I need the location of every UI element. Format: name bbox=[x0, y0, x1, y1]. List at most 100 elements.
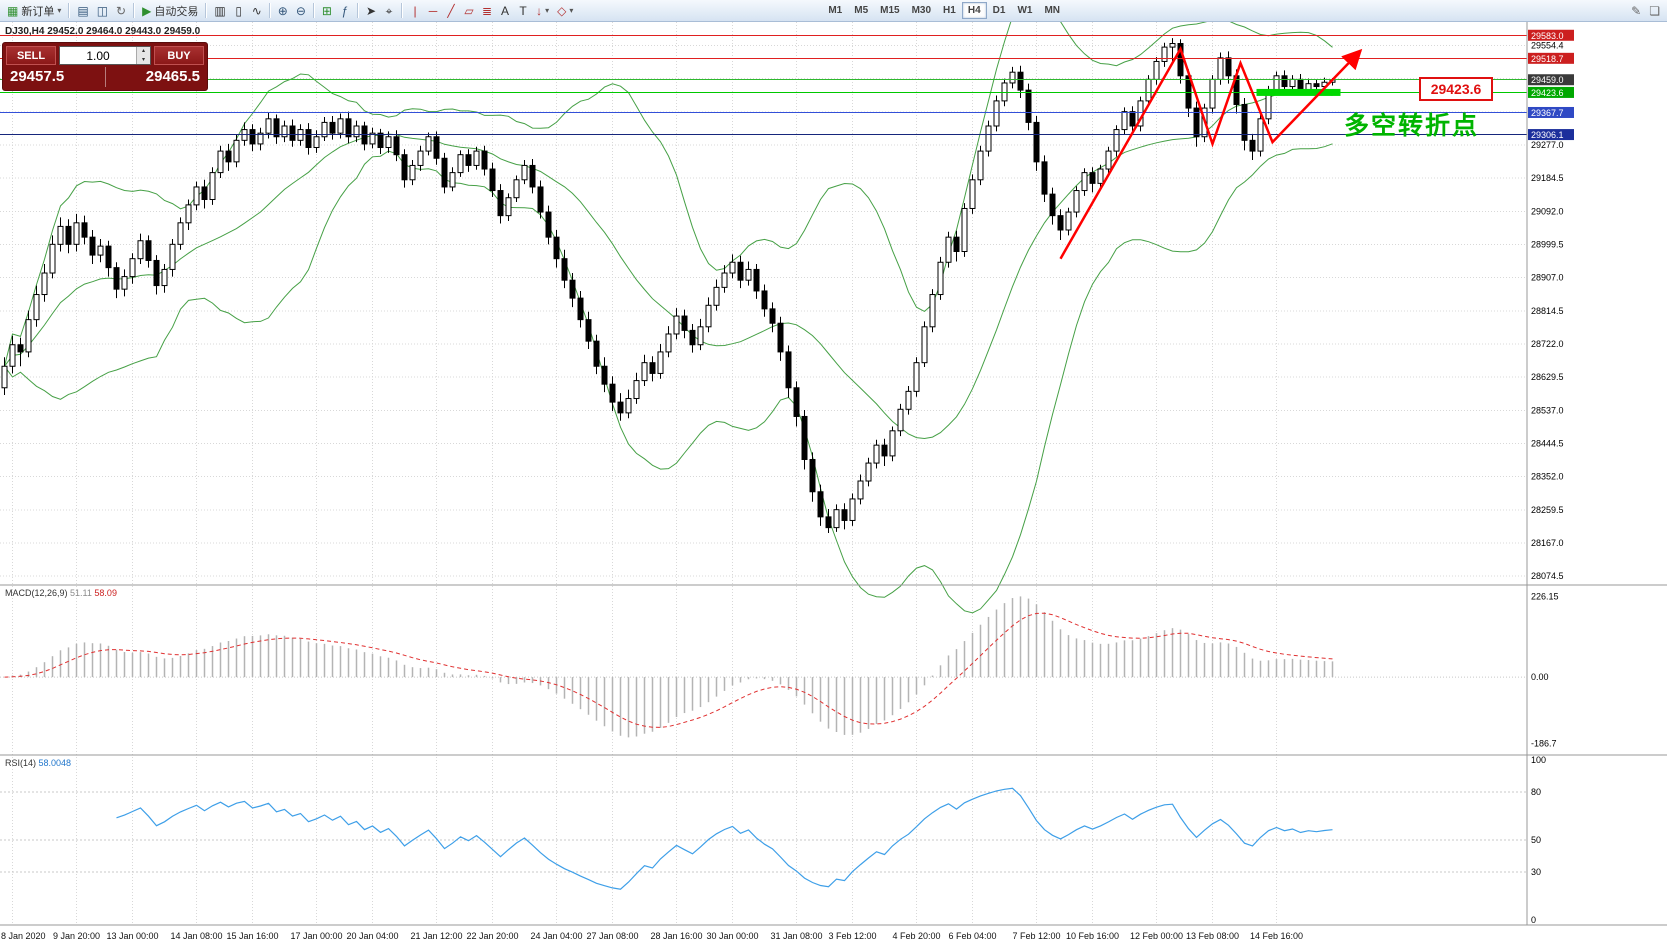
chart-symbol-title: DJ30,H4 29452.0 29464.0 29443.0 29459.0 bbox=[5, 26, 201, 37]
price-tag bbox=[1528, 129, 1574, 141]
timeframe-m15-button[interactable]: M15 bbox=[874, 2, 905, 19]
toolbar-separator bbox=[268, 3, 271, 18]
svg-text:226.15: 226.15 bbox=[1531, 592, 1559, 602]
price-chart[interactable]: 29554.4 29277.0 29184.5 29092.0 28999.5 28907… bbox=[0, 22, 1667, 947]
ask-price[interactable]: 29465. 5 bbox=[104, 67, 205, 87]
timeframe-w1-button[interactable]: W1 bbox=[1011, 2, 1038, 19]
data-window-button[interactable]: ◫ bbox=[93, 2, 112, 20]
timeframe-mn-button[interactable]: MN bbox=[1038, 2, 1066, 19]
price-axis[interactable]: 29554.4 29277.0 29184.5 29092.0 28999.5 28907… bbox=[1531, 41, 1564, 925]
rsi-indicator-label: RSI(14) 58.0048 bbox=[5, 758, 71, 768]
buy-button[interactable]: BUY bbox=[154, 46, 204, 65]
chat-button[interactable]: ❏ bbox=[1645, 2, 1664, 20]
support-highlight-segment[interactable] bbox=[1256, 88, 1341, 96]
macd-signal-line bbox=[4, 612, 1333, 728]
market-watch-button[interactable]: ▤ bbox=[73, 2, 92, 20]
label-button[interactable]: T bbox=[514, 2, 532, 20]
price-tag-text: 29518.7 bbox=[1531, 54, 1564, 64]
vertical-line-button[interactable]: | bbox=[406, 2, 424, 20]
fibonacci-icon: ≣ bbox=[482, 3, 493, 18]
arrows-icon: ↓ bbox=[536, 3, 543, 18]
price-tag bbox=[1528, 52, 1574, 64]
toolbar-separator bbox=[312, 3, 315, 18]
new-order-button[interactable]: ▦ 新订单 ▾ bbox=[3, 2, 65, 20]
zoom-out-icon: ⊖ bbox=[295, 3, 306, 18]
shapes-button[interactable]: ◇ ▾ bbox=[553, 2, 577, 20]
toolbar-separator bbox=[401, 3, 403, 18]
candlestick-chart-button[interactable]: ▯ bbox=[230, 2, 248, 20]
tile-windows-button[interactable]: ⊞ bbox=[318, 2, 336, 20]
fibonacci-button[interactable]: ≣ bbox=[478, 2, 496, 20]
volume-input[interactable] bbox=[60, 47, 136, 64]
market-watch-icon: ▤ bbox=[77, 3, 89, 18]
timeframe-h1-button[interactable]: H1 bbox=[937, 2, 962, 19]
chart-background[interactable] bbox=[0, 22, 1667, 947]
indicators-button[interactable]: ƒ bbox=[336, 2, 354, 20]
zoom-out-button[interactable]: ⊖ bbox=[292, 2, 310, 20]
new-order-label: 新订单 bbox=[21, 5, 55, 18]
volume-up-icon[interactable]: ▴ bbox=[137, 47, 150, 56]
toolbar-separator bbox=[133, 3, 136, 18]
svg-text:27 Jan 08:00: 27 Jan 08:00 bbox=[586, 931, 638, 941]
crosshair-button[interactable]: ⌖ bbox=[380, 2, 398, 20]
timeframe-h4-button[interactable]: H4 bbox=[961, 2, 987, 19]
ask-price-big-digit: 5 bbox=[191, 68, 200, 85]
navigator-button[interactable]: ↻ bbox=[112, 2, 130, 20]
channel-button[interactable]: ▱ bbox=[460, 2, 478, 20]
horizontal-lines-layer[interactable] bbox=[0, 34, 1527, 136]
arrows-button[interactable]: ↓ ▾ bbox=[532, 2, 553, 20]
trendline-button[interactable]: ╱ bbox=[442, 2, 460, 20]
chinese-annotation-text[interactable]: 多空转折点 bbox=[1344, 112, 1480, 140]
timeframe-m30-button[interactable]: M30 bbox=[906, 2, 937, 19]
new-order-icon: ▦ bbox=[7, 3, 19, 18]
horizontal-line-button[interactable]: ─ bbox=[424, 2, 442, 20]
price-tag-text: 29423.6 bbox=[1531, 88, 1564, 98]
one-click-trading-panel: SELL ▴ ▾ BUY 29457. 5 29465. 5 bbox=[2, 42, 208, 91]
price-tag bbox=[1528, 106, 1574, 118]
svg-text:14 Feb 16:00: 14 Feb 16:00 bbox=[1250, 931, 1303, 941]
svg-text:29277.0: 29277.0 bbox=[1531, 140, 1564, 150]
channel-icon: ▱ bbox=[464, 3, 474, 18]
timeframe-m1-button[interactable]: M1 bbox=[822, 2, 848, 19]
toolbar-separator bbox=[205, 3, 208, 18]
bid-price-main: 29457. bbox=[10, 68, 56, 85]
compose-button[interactable]: ✎ bbox=[1627, 2, 1645, 20]
bid-price[interactable]: 29457. 5 bbox=[6, 67, 105, 87]
svg-text:28999.5: 28999.5 bbox=[1531, 240, 1564, 250]
price-tag bbox=[1528, 86, 1574, 98]
bar-chart-button[interactable]: ▥ bbox=[210, 2, 229, 20]
svg-text:31 Jan 08:00: 31 Jan 08:00 bbox=[770, 931, 822, 941]
svg-text:28167.0: 28167.0 bbox=[1531, 538, 1564, 548]
text-button[interactable]: A bbox=[496, 2, 514, 20]
svg-text:30 Jan 00:00: 30 Jan 00:00 bbox=[706, 931, 758, 941]
autotrading-button[interactable]: ▶ 自动交易 bbox=[138, 2, 202, 20]
cursor-button[interactable]: ➤ bbox=[362, 2, 380, 20]
svg-text:13 Jan 00:00: 13 Jan 00:00 bbox=[106, 931, 158, 941]
svg-text:28907.0: 28907.0 bbox=[1531, 273, 1564, 283]
line-chart-button[interactable]: ∿ bbox=[248, 2, 266, 20]
label-icon: T bbox=[519, 3, 527, 18]
sell-button[interactable]: SELL bbox=[6, 46, 56, 65]
price-callout-label[interactable]: 29423.6 bbox=[1419, 77, 1493, 101]
time-axis[interactable]: 8 Jan 2020 9 Jan 20:00 13 Jan 00:00 14 Jan … bbox=[1, 931, 1303, 941]
chevron-down-icon: ▾ bbox=[569, 6, 574, 15]
macd-signal-value: 58.09 bbox=[94, 588, 117, 598]
navigator-icon: ↻ bbox=[116, 3, 127, 18]
svg-text:50: 50 bbox=[1531, 835, 1541, 845]
svg-text:14 Jan 08:00: 14 Jan 08:00 bbox=[170, 931, 222, 941]
svg-text:8 Jan 2020: 8 Jan 2020 bbox=[1, 931, 46, 941]
timeframe-m5-button[interactable]: M5 bbox=[848, 2, 874, 19]
shapes-icon: ◇ bbox=[557, 3, 567, 18]
toolbar-separator bbox=[356, 3, 359, 18]
chat-icon: ❏ bbox=[1649, 3, 1660, 18]
trend-zigzag-arrow[interactable] bbox=[1059, 45, 1363, 260]
vertical-line-icon: | bbox=[413, 3, 417, 18]
timeframe-d1-button[interactable]: D1 bbox=[987, 2, 1012, 19]
svg-text:15 Jan 16:00: 15 Jan 16:00 bbox=[226, 931, 278, 941]
volume-down-icon[interactable]: ▾ bbox=[137, 55, 150, 64]
candlestick-chart-icon: ▯ bbox=[235, 3, 242, 18]
price-tag-text: 29306.1 bbox=[1531, 130, 1564, 140]
price-tag bbox=[1528, 29, 1574, 41]
zoom-in-button[interactable]: ⊕ bbox=[274, 2, 292, 20]
chevron-down-icon: ▾ bbox=[57, 6, 62, 15]
